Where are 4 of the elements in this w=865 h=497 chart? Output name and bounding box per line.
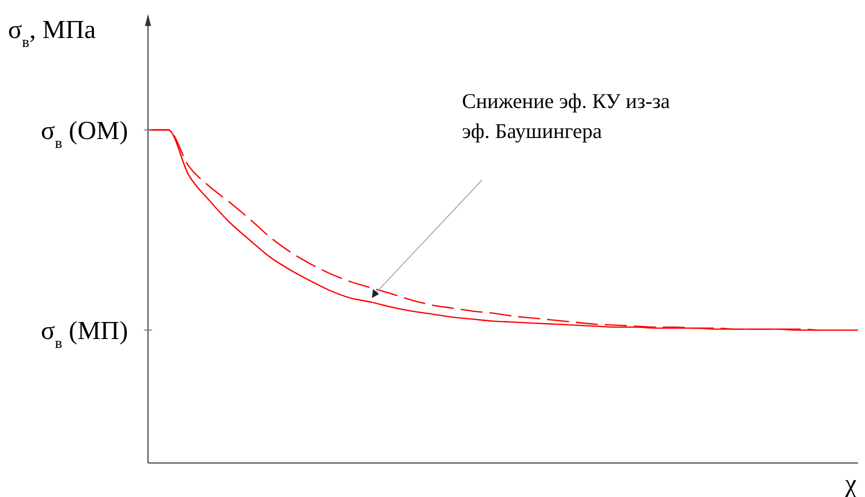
y-axis-title: σ$_{в}$, МПа — [8, 15, 96, 50]
ref-line-label: σ$_{в}$ (МП) — [40, 316, 128, 352]
annotation: Снижение эф. КУ из-за эф. Баушингера — [462, 89, 671, 143]
ref-line-label: σ$_{в}$ (ОМ) — [40, 116, 128, 152]
